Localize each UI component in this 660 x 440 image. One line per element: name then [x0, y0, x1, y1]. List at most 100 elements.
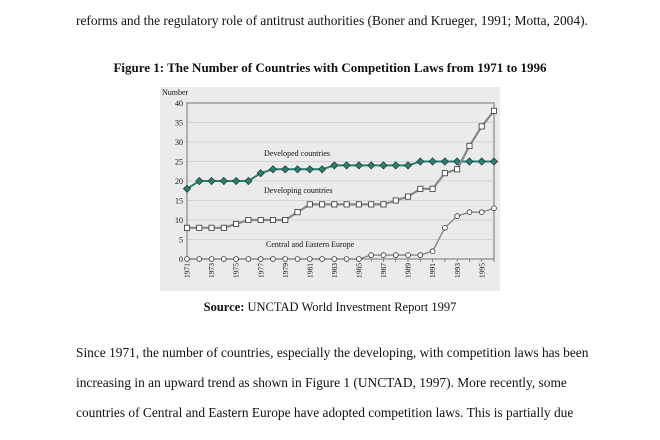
- data-point: [317, 165, 327, 174]
- data-point: [417, 185, 424, 192]
- data-point: [306, 201, 313, 208]
- data-point: [256, 169, 265, 178]
- y-tick-label: 25: [175, 158, 183, 167]
- data-point: [379, 161, 388, 170]
- data-point: [182, 184, 192, 193]
- data-point: [196, 224, 203, 231]
- data-point: [257, 256, 264, 262]
- y-tick-label: 40: [175, 99, 183, 108]
- y-tick-label: 30: [175, 138, 183, 147]
- x-tick-label: 1985: [355, 263, 364, 278]
- y-axis: 0 5 10 15 20 25 30 35 40: [175, 99, 183, 264]
- body-text-line: countries of Central and Eastern Europe …: [76, 405, 574, 420]
- y-tick-label: 35: [175, 119, 183, 128]
- data-point: [330, 161, 339, 170]
- data-point: [454, 166, 461, 173]
- data-point: [208, 224, 215, 231]
- y-tick-label: 5: [179, 236, 183, 245]
- data-point: [293, 165, 302, 174]
- figure-caption: Figure 1: The Number of Countries with C…: [113, 60, 547, 75]
- x-tick-label: 1981: [305, 263, 314, 278]
- data-point: [331, 201, 338, 208]
- data-point: [342, 161, 351, 170]
- data-point: [282, 256, 289, 262]
- series-label-developed: Developed countries: [264, 149, 330, 158]
- data-point: [294, 209, 301, 216]
- y-tick-label: 20: [175, 177, 183, 186]
- x-tick-label: 1971: [183, 263, 192, 278]
- data-point: [244, 176, 253, 186]
- x-tick-label: 1993: [453, 263, 462, 278]
- x-tick-label: 1987: [379, 263, 388, 278]
- data-point: [195, 176, 204, 186]
- data-point: [232, 176, 241, 186]
- data-point: [392, 252, 399, 258]
- data-point: [183, 224, 190, 231]
- series-label-developing: Developing countries: [264, 186, 333, 195]
- x-tick-label: 1979: [281, 263, 290, 278]
- data-point: [454, 213, 460, 219]
- data-point: [221, 256, 227, 262]
- body-text-line: reforms and the regulatory role of antit…: [76, 13, 588, 28]
- chart-background: [160, 87, 500, 291]
- data-point: [478, 123, 485, 130]
- series-label-central-eastern-europe: Central and Eastern Europe: [266, 240, 355, 249]
- data-point: [305, 165, 314, 174]
- data-point: [268, 165, 278, 174]
- data-point: [380, 201, 387, 208]
- data-point: [282, 216, 289, 223]
- data-point: [356, 256, 362, 262]
- data-point: [416, 157, 425, 166]
- data-point: [219, 176, 228, 186]
- data-point: [405, 193, 412, 200]
- data-point: [281, 165, 290, 174]
- data-point: [478, 209, 485, 215]
- data-point: [270, 256, 276, 262]
- data-point: [466, 142, 473, 149]
- data-point: [368, 252, 375, 258]
- data-point: [491, 205, 497, 212]
- x-tick-label: 1977: [256, 263, 265, 278]
- body-text-line: Since 1971, the number of countries, esp…: [76, 345, 589, 360]
- data-point: [343, 201, 350, 208]
- data-point: [490, 107, 497, 114]
- data-point: [245, 216, 252, 223]
- data-point: [429, 185, 436, 192]
- x-tick-label: 1973: [207, 263, 216, 278]
- data-point: [465, 157, 474, 166]
- data-point: [257, 216, 264, 223]
- data-point: [417, 252, 424, 258]
- data-point: [343, 256, 350, 262]
- x-tick-label: 1989: [404, 263, 413, 278]
- data-point: [355, 201, 362, 208]
- data-point: [233, 220, 240, 227]
- chart-series: [182, 107, 499, 262]
- data-point: [294, 256, 301, 262]
- x-tick-label: 1995: [477, 263, 486, 278]
- x-tick-label: 1975: [232, 263, 241, 278]
- x-tick-label: 1983: [330, 263, 339, 278]
- data-point: [207, 176, 216, 186]
- data-point: [331, 256, 338, 262]
- data-point: [392, 197, 399, 204]
- data-point: [453, 157, 462, 166]
- data-point: [441, 170, 448, 177]
- data-point: [466, 209, 473, 215]
- data-point: [489, 157, 499, 166]
- source-text: UNCTAD World Investment Report 1997: [244, 300, 457, 314]
- data-point: [440, 157, 449, 166]
- data-point: [403, 161, 413, 170]
- data-point: [380, 252, 387, 258]
- y-tick-label: 15: [175, 197, 183, 206]
- data-point: [442, 225, 448, 231]
- data-point: [269, 216, 276, 223]
- y-tick-label: 10: [175, 216, 183, 225]
- data-point: [368, 201, 375, 208]
- data-point: [354, 161, 364, 170]
- source-label: Source:: [203, 300, 245, 314]
- data-point: [428, 157, 437, 166]
- data-point: [391, 161, 400, 170]
- data-point: [319, 201, 326, 208]
- y-tick-label: 0: [179, 255, 183, 264]
- data-point: [208, 256, 215, 262]
